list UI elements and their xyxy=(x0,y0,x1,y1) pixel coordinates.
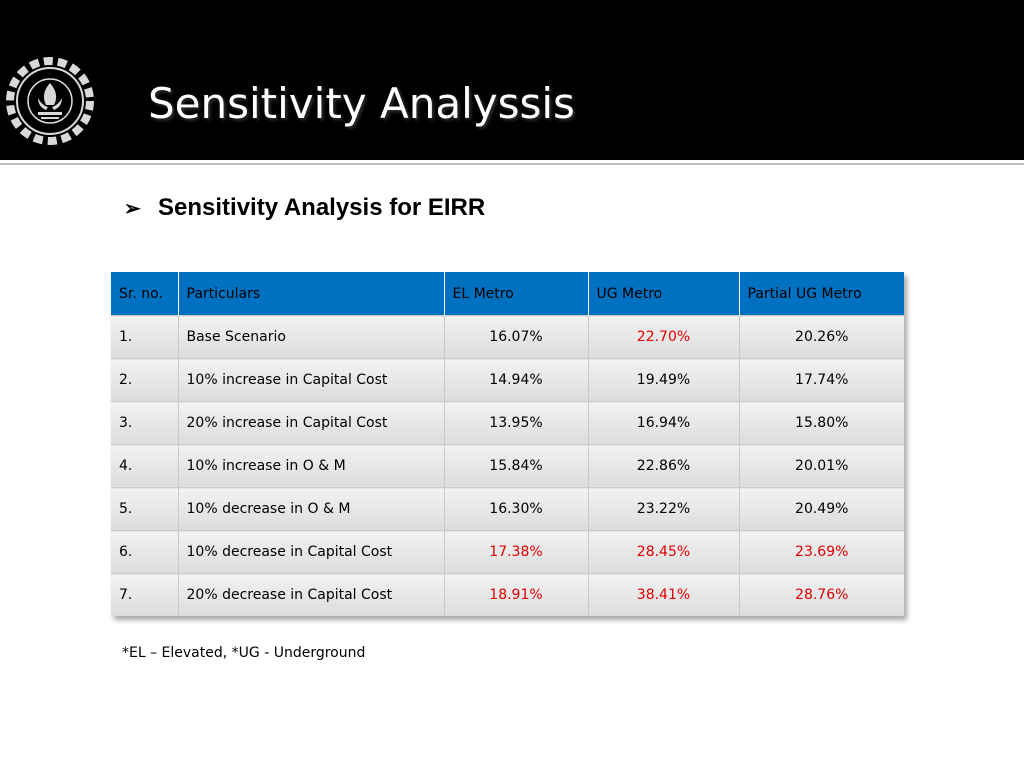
cell-ug-metro: 22.86% xyxy=(588,444,740,488)
section-heading: ➢ Sensitivity Analysis for EIRR xyxy=(124,194,485,222)
table-row: 1. Base Scenario 16.07% 22.70% 20.26% xyxy=(111,315,904,359)
table-row: 6. 10% decrease in Capital Cost 17.38% 2… xyxy=(111,530,904,574)
cell-el-metro: 18.91% xyxy=(444,573,589,616)
cell-sr-no: 3. xyxy=(111,401,179,445)
table-row: 5. 10% decrease in O & M 16.30% 23.22% 2… xyxy=(111,487,904,531)
cell-particular: 10% increase in O & M xyxy=(178,444,445,488)
cell-particular: 10% decrease in O & M xyxy=(178,487,445,531)
cell-el-metro: 13.95% xyxy=(444,401,589,445)
cell-sr-no: 1. xyxy=(111,315,179,359)
cell-ug-metro: 22.70% xyxy=(588,315,740,359)
cell-partial-ug-metro: 23.69% xyxy=(739,530,904,574)
column-header-partial-ug-metro: Partial UG Metro xyxy=(739,272,904,316)
cell-particular: 20% increase in Capital Cost xyxy=(178,401,445,445)
column-header-el-metro: EL Metro xyxy=(444,272,589,316)
cell-ug-metro: 16.94% xyxy=(588,401,740,445)
cell-ug-metro: 23.22% xyxy=(588,487,740,531)
column-header-ug-metro: UG Metro xyxy=(588,272,740,316)
cell-ug-metro: 38.41% xyxy=(588,573,740,616)
cell-el-metro: 16.07% xyxy=(444,315,589,359)
eirr-sensitivity-table: Sr. no. Particulars EL Metro UG Metro Pa… xyxy=(111,272,904,616)
table-row: 2. 10% increase in Capital Cost 14.94% 1… xyxy=(111,358,904,402)
title-band: Sensitivity Analyssis xyxy=(0,0,1024,160)
cell-sr-no: 7. xyxy=(111,573,179,616)
cell-partial-ug-metro: 15.80% xyxy=(739,401,904,445)
cell-partial-ug-metro: 20.01% xyxy=(739,444,904,488)
cell-particular: 10% decrease in Capital Cost xyxy=(178,530,445,574)
cell-particular: 20% decrease in Capital Cost xyxy=(178,573,445,616)
cell-particular: Base Scenario xyxy=(178,315,445,359)
cell-partial-ug-metro: 20.26% xyxy=(739,315,904,359)
cell-ug-metro: 19.49% xyxy=(588,358,740,402)
cell-sr-no: 6. xyxy=(111,530,179,574)
cell-sr-no: 4. xyxy=(111,444,179,488)
cell-el-metro: 15.84% xyxy=(444,444,589,488)
table-row: 3. 20% increase in Capital Cost 13.95% 1… xyxy=(111,401,904,445)
cell-el-metro: 14.94% xyxy=(444,358,589,402)
title-divider xyxy=(0,163,1024,165)
column-header-sr-no: Sr. no. xyxy=(111,272,179,316)
cell-partial-ug-metro: 20.49% xyxy=(739,487,904,531)
cell-partial-ug-metro: 17.74% xyxy=(739,358,904,402)
institute-emblem-logo xyxy=(6,57,94,145)
arrow-bullet-icon: ➢ xyxy=(124,198,141,220)
cell-particular: 10% increase in Capital Cost xyxy=(178,358,445,402)
cell-el-metro: 16.30% xyxy=(444,487,589,531)
cell-sr-no: 2. xyxy=(111,358,179,402)
cell-ug-metro: 28.45% xyxy=(588,530,740,574)
slide-title: Sensitivity Analyssis xyxy=(148,79,575,128)
column-header-particulars: Particulars xyxy=(178,272,445,316)
cell-sr-no: 5. xyxy=(111,487,179,531)
table-row: 4. 10% increase in O & M 15.84% 22.86% 2… xyxy=(111,444,904,488)
table-header-row: Sr. no. Particulars EL Metro UG Metro Pa… xyxy=(111,272,904,316)
footnote: *EL – Elevated, *UG - Underground xyxy=(122,645,366,661)
section-heading-text: Sensitivity Analysis for EIRR xyxy=(158,194,486,221)
cell-el-metro: 17.38% xyxy=(444,530,589,574)
table-row: 7. 20% decrease in Capital Cost 18.91% 3… xyxy=(111,573,904,616)
cell-partial-ug-metro: 28.76% xyxy=(739,573,904,616)
